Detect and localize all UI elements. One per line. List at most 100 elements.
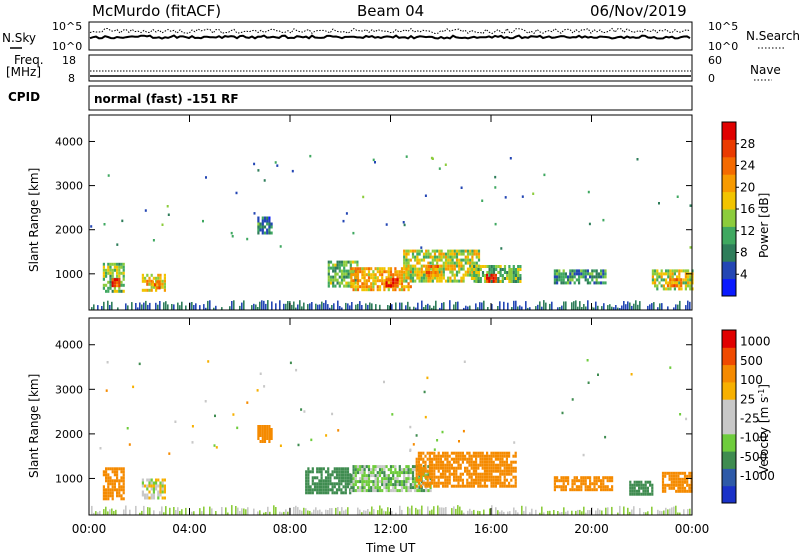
ground-scatter-cell [615,305,617,310]
colorbar-tick-label: 1000 [740,335,771,349]
data-cell [346,479,350,483]
ground-scatter-cell [515,510,517,515]
ground-scatter-cell [325,300,327,310]
data-cell [442,252,445,256]
ground-scatter-cell [643,512,645,515]
data-cell [394,468,397,472]
data-cell [469,267,472,271]
ground-scatter-cell [381,508,383,515]
data-cell [105,271,108,275]
ground-scatter-cell [159,301,161,310]
data-cell [378,480,382,484]
data-cell [510,484,513,488]
data-cell [118,262,121,266]
data-cell [461,472,464,476]
data-cell [327,479,330,483]
data-cell [553,479,556,483]
data-cell [356,263,359,267]
data-cell [320,491,323,495]
data-cell [144,288,147,292]
ground-scatter-cell [463,512,465,515]
data-cell [378,267,382,271]
data-cell [141,288,144,292]
data-cell [681,489,684,493]
data-cell [385,483,388,487]
data-cell [567,479,570,483]
data-cell [667,269,670,273]
data-cell [431,255,434,259]
data-cell [564,476,567,480]
data-cell [580,488,583,492]
data-cell [407,252,410,256]
scatter-speck [685,417,688,421]
ground-scatter-cell [427,506,429,515]
data-cell [365,285,368,289]
data-cell [519,268,522,271]
data-cell [571,482,574,486]
freq-panel: Freq. [MHz] 18 8 60 0 Nave [6,53,781,85]
data-cell [644,483,647,487]
ground-scatter-cell [135,505,137,515]
data-cell [316,491,319,495]
data-cell [266,231,269,235]
scatter-speck [289,361,292,365]
data-cell [517,280,520,283]
scatter-speck [561,411,564,415]
data-cell [381,279,384,283]
data-cell [631,489,634,493]
data-cell [457,481,460,485]
data-cell [670,483,673,487]
data-cell [350,276,353,280]
data-cell [575,476,578,480]
data-cell [425,268,428,271]
data-cell [316,467,319,471]
data-cell [416,258,419,262]
ground-scatter-cell [295,505,297,515]
data-cell [661,483,665,487]
data-cell [508,277,511,280]
ground-scatter-cell [221,507,223,515]
data-cell [508,472,511,476]
data-cell [519,277,522,280]
data-cell [387,276,390,280]
data-cell [268,231,271,235]
data-cell [428,463,431,467]
data-cell [466,451,469,455]
ground-scatter-cell [343,510,345,515]
data-cell [672,483,676,487]
data-cell [383,483,386,487]
data-cell [435,463,438,467]
data-cell [575,479,578,483]
data-cell [492,478,495,482]
data-cell [458,270,461,274]
ground-scatter-cell [135,303,137,310]
data-cell [567,476,570,480]
data-cell [398,288,401,292]
data-cell [376,285,379,289]
data-cell [425,274,428,277]
data-cell [479,475,482,479]
ground-scatter-cell [417,509,419,515]
data-cell [356,279,360,283]
data-cell [146,484,149,488]
data-cell [490,463,493,467]
data-cell [651,269,654,273]
data-cell [389,273,393,277]
data-cell [344,470,347,474]
data-cell [365,465,368,469]
data-cell [597,281,600,285]
data-cell [433,258,437,262]
data-cell [503,484,506,488]
ground-scatter-cell [601,510,603,515]
ground-scatter-cell [431,307,433,310]
data-cell [385,276,388,280]
data-cell [416,261,419,265]
data-cell [159,484,162,488]
ground-scatter-cell [91,307,93,310]
data-cell [558,269,561,273]
data-cell [687,281,690,285]
data-cell [118,271,121,275]
data-cell [415,460,418,464]
x-tick-label: 08:00 [273,522,308,536]
